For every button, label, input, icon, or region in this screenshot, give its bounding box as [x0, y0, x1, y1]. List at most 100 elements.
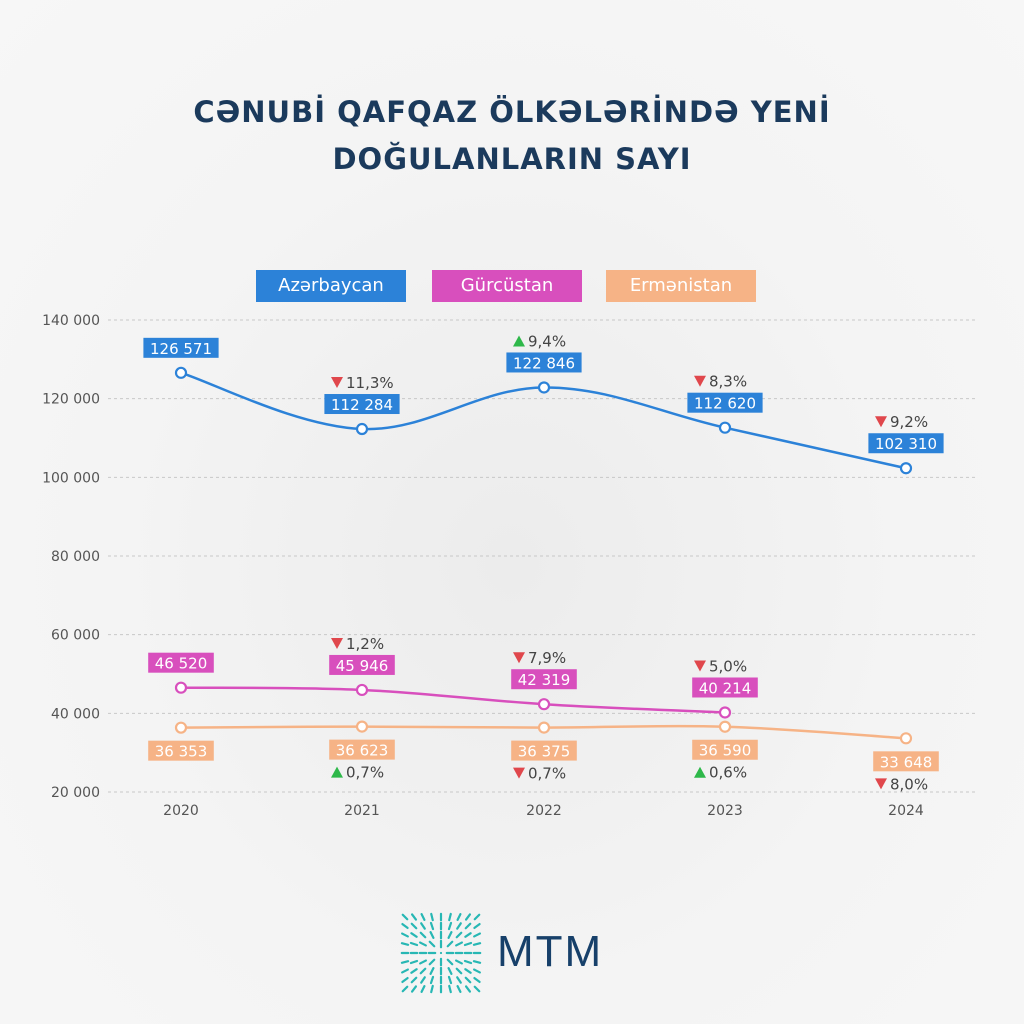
- legend-armenia: Ermənistan: [606, 270, 756, 302]
- data-point-azerbaijan: [718, 421, 732, 434]
- change-label-georgia: 1,2%: [346, 635, 384, 653]
- y-tick-label: 120 000: [42, 392, 100, 408]
- data-label-georgia: 42 319: [518, 671, 571, 689]
- x-tick-label: 2021: [344, 803, 380, 819]
- data-point-azerbaijan: [537, 381, 551, 394]
- logo-stroke: [473, 968, 481, 974]
- data-point-georgia: [174, 681, 188, 694]
- data-point-armenia: [355, 720, 369, 733]
- change-label-georgia-down-arrow-icon: [694, 660, 706, 672]
- y-tick-label: 60 000: [51, 628, 100, 644]
- logo-stroke: [455, 967, 463, 975]
- data-point-azerbaijan: [899, 462, 913, 475]
- mtm-logo-icon: [400, 912, 482, 994]
- change-label-azerbaijan-down-arrow-icon: [694, 375, 706, 387]
- logo-stroke: [400, 942, 410, 946]
- data-label-armenia-bg: [148, 740, 214, 761]
- logo-stroke: [428, 958, 436, 966]
- chart-title-line-1: CƏNUBİ QAFQAZ ÖLKƏLƏRİNDƏ YENİ: [193, 95, 831, 129]
- data-label-armenia: 36 590: [699, 742, 752, 760]
- logo-stroke: [410, 968, 418, 974]
- logo-stroke: [419, 931, 427, 939]
- x-tick-label: 2022: [526, 803, 562, 819]
- logo-stroke: [448, 984, 452, 994]
- logo-stroke: [447, 975, 453, 985]
- data-label-armenia-bg: [692, 739, 758, 760]
- logo-stroke: [401, 968, 409, 974]
- logo-stroke: [409, 959, 419, 965]
- y-tick-label: 20 000: [51, 785, 100, 801]
- logo-stroke: [401, 985, 409, 993]
- data-label-azerbaijan: 122 846: [513, 354, 575, 372]
- logo-stroke: [420, 922, 426, 930]
- data-label-georgia-bg: [692, 677, 758, 698]
- logo-stroke: [446, 940, 454, 948]
- logo-stroke: [473, 976, 481, 984]
- data-label-georgia: 45 946: [336, 657, 389, 675]
- x-tick-label: 2024: [888, 803, 924, 819]
- change-label-azerbaijan: 9,2%: [890, 413, 928, 431]
- logo-stroke: [410, 976, 418, 984]
- logo-stroke: [419, 941, 427, 947]
- data-label-georgia-bg: [148, 652, 214, 673]
- change-label-armenia-down-arrow-icon: [513, 767, 525, 779]
- change-label-azerbaijan-up-arrow-icon: [513, 335, 525, 347]
- logo-stroke: [419, 967, 427, 975]
- logo-stroke: [429, 931, 435, 939]
- logo-stroke: [456, 976, 462, 984]
- change-label-azerbaijan-down-arrow-icon: [331, 377, 343, 389]
- data-label-armenia: 33 648: [880, 753, 933, 771]
- y-tick-label: 100 000: [42, 470, 100, 486]
- change-label-georgia-down-arrow-icon: [513, 652, 525, 664]
- data-label-armenia-bg: [329, 739, 395, 760]
- data-label-armenia: 36 375: [518, 743, 571, 761]
- logo-stroke: [410, 922, 418, 930]
- change-label-azerbaijan: 9,4%: [528, 332, 566, 350]
- logo-stroke: [464, 922, 472, 930]
- change-label-azerbaijan: 8,3%: [709, 373, 747, 391]
- logo-stroke: [448, 912, 452, 922]
- change-label-georgia: 5,0%: [709, 657, 747, 675]
- logo-stroke: [447, 921, 453, 931]
- logo-stroke: [464, 913, 472, 921]
- chart-title-line-2: DOĞULANLARIN SAYI: [332, 142, 692, 176]
- data-label-armenia: 36 353: [155, 743, 208, 761]
- data-label-azerbaijan: 112 620: [694, 395, 756, 413]
- data-label-azerbaijan: 102 310: [875, 435, 937, 453]
- data-label-azerbaijan-bg: [324, 394, 400, 415]
- data-point-georgia: [537, 698, 551, 711]
- legend-azerbaijan: Azərbaycan: [256, 270, 406, 302]
- data-point-armenia: [899, 732, 913, 745]
- logo-stroke: [410, 913, 418, 921]
- logo-stroke: [429, 967, 435, 975]
- data-label-azerbaijan-bg: [506, 352, 582, 373]
- data-label-armenia-bg: [511, 740, 577, 761]
- change-label-georgia: 7,9%: [528, 649, 566, 667]
- change-label-armenia-up-arrow-icon: [331, 766, 343, 778]
- x-tick-label: 2020: [163, 803, 199, 819]
- change-label-georgia-down-arrow-icon: [331, 637, 343, 649]
- logo-stroke: [400, 960, 410, 964]
- logo-stroke: [473, 932, 481, 938]
- logo-stroke: [410, 932, 418, 938]
- logo-stroke: [473, 985, 481, 993]
- logo-stroke: [401, 922, 409, 930]
- series-line-georgia: [180, 686, 726, 714]
- logo-stroke: [447, 967, 453, 975]
- change-label-azerbaijan-down-arrow-icon: [875, 416, 887, 428]
- y-tick-label: 40 000: [51, 706, 100, 722]
- logo-stroke: [463, 959, 473, 965]
- data-point-azerbaijan: [355, 422, 369, 436]
- data-label-georgia: 40 214: [699, 679, 752, 697]
- data-point-armenia: [537, 721, 551, 734]
- logo-stroke: [464, 932, 472, 938]
- data-point-armenia: [174, 721, 188, 734]
- data-label-azerbaijan-bg: [143, 337, 219, 358]
- change-label-azerbaijan: 11,3%: [346, 374, 394, 392]
- data-label-azerbaijan: 112 284: [331, 396, 393, 414]
- logo-stroke: [430, 912, 434, 922]
- data-label-georgia: 46 520: [155, 655, 208, 673]
- logo-stroke: [429, 921, 435, 931]
- logo-stroke: [410, 985, 418, 993]
- logo-text: MTM: [497, 927, 604, 976]
